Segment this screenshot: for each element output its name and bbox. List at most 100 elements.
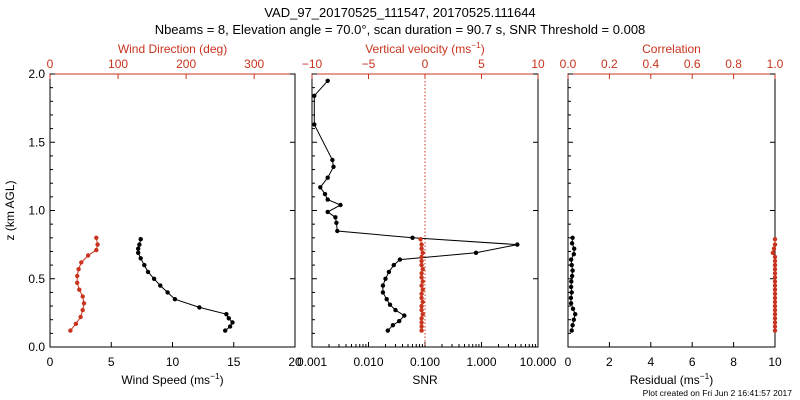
wind-series-bottom-point	[230, 320, 235, 325]
residual-plot-frame	[567, 73, 776, 348]
snr-series-bottom-point	[325, 175, 330, 180]
snr-series-top-point	[420, 299, 425, 305]
residual-top-tick-label: 1.0	[767, 57, 784, 71]
residual-series-top-point	[772, 267, 778, 272]
y-tick-label: 0.5	[28, 272, 45, 286]
snr-series-bottom-point	[515, 242, 520, 247]
residual-series-top-point	[772, 303, 778, 309]
snr-series-bottom-point	[473, 250, 479, 255]
residual-series-top-point	[772, 242, 778, 247]
residual-series-bottom-point	[568, 295, 574, 301]
wind-top-tick-label: 200	[176, 57, 196, 71]
wind-top-tick-label: 100	[108, 57, 128, 71]
wind-series-bottom-point	[136, 250, 141, 255]
snr-series-bottom-point	[318, 185, 323, 190]
snr-series-bottom-point	[380, 290, 386, 295]
residual-series-bottom-line	[570, 237, 576, 331]
snr-series-bottom-point	[334, 220, 339, 225]
wind-series-bottom-point	[138, 237, 143, 242]
snr-series-top-point	[419, 291, 424, 296]
residual-series-top-point	[772, 299, 778, 305]
snr-series-top-point	[419, 275, 424, 280]
residual-series-top-point	[772, 254, 778, 260]
snr-series-top-point	[419, 307, 424, 313]
residual-series-bottom-point	[569, 290, 574, 295]
snr-series-top-point	[420, 312, 425, 317]
wind-bottom-tick-label: 10	[166, 355, 180, 369]
snr-bottom-tick-label: 0.100	[410, 355, 440, 369]
residual-bottom-tick-label: 4	[647, 355, 654, 369]
snr-bottom-tick-label: 0.001	[297, 355, 327, 369]
snr-series-bottom-point	[380, 283, 386, 288]
residual-series-top-point	[772, 291, 778, 296]
wind-series-top-point	[94, 235, 99, 240]
residual-series-top-point	[772, 307, 778, 313]
wind-series-bottom-point	[223, 328, 228, 333]
figure-title: VAD_97_20170525_111547, 20170525.111644	[264, 5, 535, 20]
snr-series-bottom-point	[386, 269, 392, 275]
residual-series-bottom-point	[570, 306, 576, 311]
residual-series-top-point	[772, 237, 778, 242]
snr-top-tick-label: −5	[362, 57, 376, 71]
wind-bottom-tick-label: 0	[47, 355, 54, 369]
y-tick-label: 1.5	[28, 135, 45, 149]
wind-series-bottom-point	[224, 312, 229, 317]
wind-series-bottom-point	[137, 242, 142, 247]
wind-series-bottom-point	[151, 276, 157, 281]
snr-series-top-point	[419, 328, 424, 333]
snr-series-bottom-point	[410, 235, 415, 240]
residual-top-tick-label: 0.0	[560, 57, 577, 71]
snr-series-top-point	[420, 287, 425, 292]
snr-series-top-point	[420, 267, 425, 272]
residual-series-bottom-point	[571, 317, 576, 322]
figure-subtitle: Nbeams = 8, Elevation angle = 70.0°, sca…	[155, 22, 646, 37]
snr-top-tick-label: 10	[531, 57, 545, 71]
snr-top-axis-label: Vertical velocity (ms−1)	[365, 40, 485, 56]
wind-series-top-point	[75, 273, 80, 279]
residual-bottom-tick-label: 2	[606, 355, 613, 369]
snr-series-bottom-point	[387, 302, 393, 307]
wind-series-top-point	[79, 260, 84, 265]
snr-series-bottom-point	[322, 191, 328, 197]
snr-series-top-point	[419, 283, 424, 288]
wind-series-top-point	[80, 294, 85, 299]
snr-series-top-point	[420, 250, 425, 255]
wind-top-tick-label: 300	[244, 57, 264, 71]
residual-series-top-point	[772, 262, 778, 268]
residual-series-top-point	[772, 295, 778, 301]
snr-series-bottom-point	[397, 257, 403, 262]
plot-created-footer: Plot created on Fri Jun 2 16:41:57 2017	[643, 388, 793, 398]
snr-series-bottom-point	[397, 318, 402, 324]
wind-series-top-point	[80, 307, 85, 313]
snr-bottom-tick-label: 10.000	[520, 355, 557, 369]
snr-series-bottom-point	[338, 202, 343, 208]
snr-series-top-point	[419, 303, 424, 309]
wind-series-bottom-point	[158, 283, 163, 288]
snr-series-top-point	[419, 262, 424, 268]
snr-series-top-point	[420, 279, 425, 284]
wind-bottom-axis-label: Wind Speed (ms−1)	[121, 371, 223, 387]
residual-series-bottom-point	[568, 301, 574, 306]
snr-series-bottom-point	[393, 307, 398, 313]
residual-series-bottom-point	[568, 257, 574, 262]
residual-series-top-point	[772, 324, 778, 329]
wind-series-top-point	[94, 247, 99, 253]
snr-series-bottom-point	[325, 209, 330, 215]
residual-series-top-point	[772, 271, 778, 276]
snr-series-bottom-point	[383, 276, 388, 281]
wind-top-tick-label: 0	[47, 57, 54, 71]
snr-series-bottom-point	[402, 313, 407, 318]
wind-series-top-point	[78, 314, 83, 320]
wind-series-top-point	[77, 287, 82, 292]
snr-series-bottom-point	[385, 328, 390, 333]
residual-series-bottom-point	[569, 279, 574, 284]
snr-series-bottom-point	[330, 157, 335, 163]
snr-series-top-point	[419, 324, 424, 329]
wind-series-bottom-point	[145, 269, 151, 275]
residual-series-top-point	[772, 320, 778, 325]
residual-series-bottom-point	[569, 273, 575, 279]
snr-series-top-point	[419, 246, 424, 251]
wind-series-bottom-line	[137, 239, 234, 331]
residual-series-bottom-point	[570, 235, 575, 240]
